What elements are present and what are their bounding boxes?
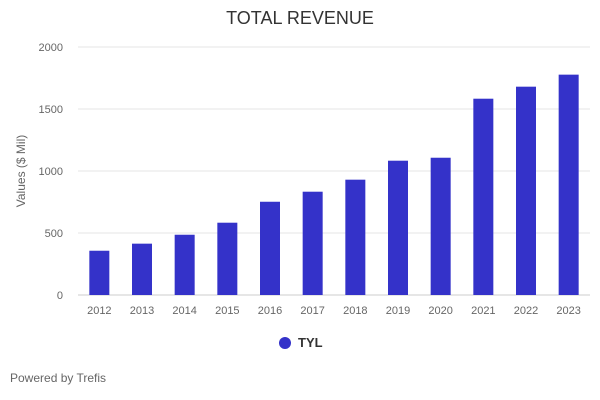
x-tick-label: 2016	[258, 305, 282, 317]
y-tick-label: 1000	[39, 166, 63, 178]
x-tick-label: 2012	[87, 305, 111, 317]
x-tick-label: 2017	[300, 305, 324, 317]
y-tick-label: 2000	[39, 42, 63, 54]
y-axis-label: Values ($ Mil)	[14, 135, 28, 207]
x-tick-label: 2013	[130, 305, 154, 317]
y-tick-label: 500	[45, 228, 63, 240]
bar-2016	[260, 201, 280, 295]
bar-2014	[174, 234, 195, 295]
x-tick-label: 2018	[343, 305, 367, 317]
bar-2012	[89, 250, 110, 295]
y-tick-label: 1500	[39, 104, 63, 116]
chart-title: TOTAL REVENUE	[226, 8, 374, 28]
bar-2021	[473, 98, 494, 295]
x-tick-label: 2015	[215, 305, 239, 317]
x-tick-label: 2014	[172, 305, 196, 317]
bar-2018	[345, 179, 366, 295]
x-tick-label: 2021	[471, 305, 495, 317]
bar-2013	[132, 243, 152, 295]
bar-2019	[388, 160, 408, 295]
y-tick-label: 0	[57, 290, 63, 302]
legend[interactable]: TYL	[279, 335, 323, 350]
x-tick-label: 2023	[556, 305, 580, 317]
bar-2017	[302, 191, 323, 295]
legend-label: TYL	[298, 335, 323, 350]
bar-2015	[217, 222, 238, 295]
bar-2020	[430, 157, 451, 295]
powered-by-credit: Powered by Trefis	[10, 371, 107, 385]
x-tick-label: 2019	[386, 305, 410, 317]
x-tick-label: 2020	[428, 305, 452, 317]
bar-2022	[516, 86, 536, 296]
x-tick-label: 2022	[514, 305, 538, 317]
legend-marker-icon	[279, 336, 291, 349]
bar-2023	[558, 74, 579, 295]
